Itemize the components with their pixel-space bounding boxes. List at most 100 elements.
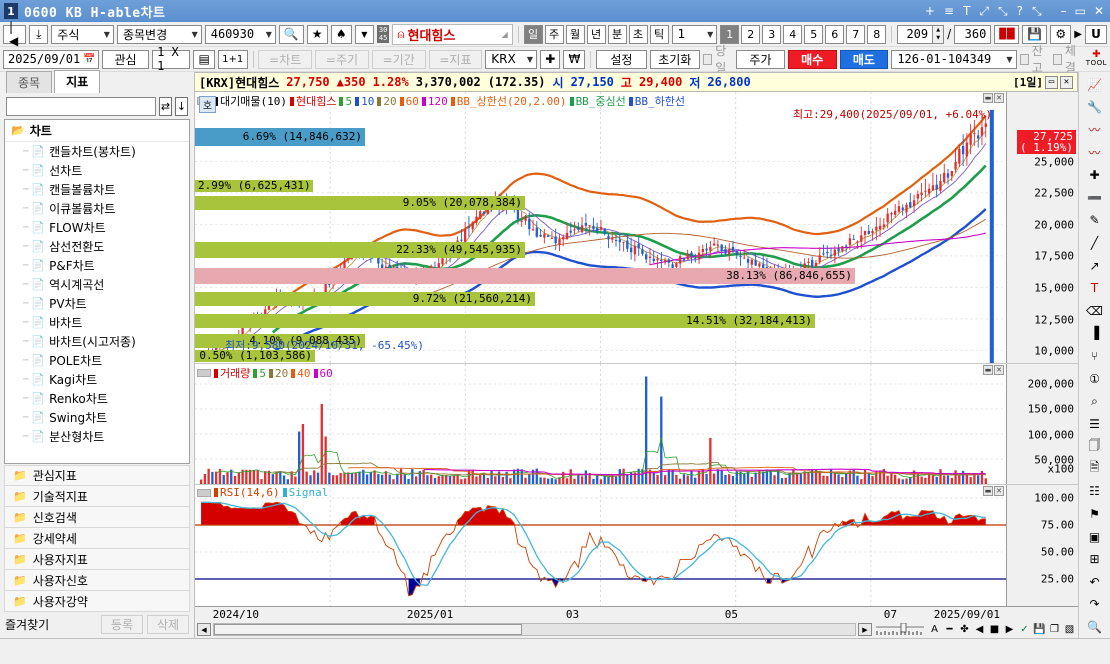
- nav-top-button[interactable]: ⤓: [29, 24, 49, 44]
- zoom-1-icon[interactable]: ⌕: [1091, 393, 1098, 408]
- circle-1-icon[interactable]: ①: [1089, 371, 1100, 386]
- magnifier-icon[interactable]: 🔍: [1087, 620, 1102, 635]
- volume-plot[interactable]: [195, 364, 1006, 484]
- period-button-day[interactable]: 일: [523, 24, 543, 44]
- tool-button[interactable]: ✚ TOOL: [1086, 50, 1107, 68]
- currency-won-icon[interactable]: ₩: [563, 49, 586, 69]
- quick-number-2[interactable]: 2: [741, 24, 761, 44]
- doc-search-icon[interactable]: 🗍: [1088, 437, 1101, 452]
- expand-icon[interactable]: ⤢: [979, 3, 989, 18]
- close-button[interactable]: ✕: [1093, 4, 1104, 18]
- tick-count-select[interactable]: 1 ▼: [671, 24, 718, 44]
- tree-item[interactable]: ─ 📄 바차트(시고저종): [5, 332, 189, 351]
- period-button-week[interactable]: 주: [544, 24, 564, 44]
- date-input[interactable]: 2025/09/01 📅: [3, 49, 99, 69]
- tree-item[interactable]: ─ 📄 Renko차트: [5, 389, 189, 408]
- rsi-plot[interactable]: [195, 485, 1006, 606]
- search-icon[interactable]: 🔍: [278, 24, 304, 44]
- legend-handle[interactable]: [197, 488, 211, 497]
- maximize-button[interactable]: ▭: [1074, 4, 1086, 18]
- undo-icon[interactable]: ↶: [1089, 574, 1100, 589]
- save-icon[interactable]: 💾: [1022, 24, 1048, 44]
- chart-icon[interactable]: 📈: [1087, 77, 1102, 92]
- rsi-pane-close[interactable]: ✕: [994, 486, 1004, 496]
- tree-item[interactable]: ─ 📄 Kagi차트: [5, 370, 189, 389]
- eq-chart-button[interactable]: =차트: [258, 49, 313, 69]
- compare-icon[interactable]: ▉█: [994, 24, 1020, 44]
- category-item[interactable]: 📁 기술적지표: [4, 486, 190, 507]
- quick-number-3[interactable]: 3: [762, 24, 782, 44]
- category-item[interactable]: 📁 강세약세: [4, 528, 190, 549]
- regression-icon[interactable]: ↗: [1089, 258, 1100, 273]
- tree-item[interactable]: ─ 📄 삼선전환도: [5, 237, 189, 256]
- tree-root-chart[interactable]: 📂 차트: [5, 120, 189, 142]
- volume-pane-minimize[interactable]: ▬: [983, 365, 993, 375]
- chart-restore-button[interactable]: ▭: [1045, 75, 1058, 89]
- more-dropdown-icon[interactable]: ▼: [354, 24, 374, 44]
- today-checkbox[interactable]: 당일: [702, 42, 733, 76]
- tree-item[interactable]: ─ 📄 P&F차트: [5, 256, 189, 275]
- scrollbar-thumb[interactable]: [214, 624, 522, 635]
- minimize-button[interactable]: –: [1060, 4, 1067, 18]
- bottom-icon[interactable]: ▶: [1005, 624, 1014, 635]
- quick-number-5[interactable]: 5: [804, 24, 824, 44]
- crosshair-icon[interactable]: ✚: [540, 49, 561, 69]
- tree-item[interactable]: ─ 📄 바차트: [5, 313, 189, 332]
- category-item[interactable]: 📁 사용자강약: [4, 591, 190, 612]
- excel-icon[interactable]: ✓: [1020, 624, 1029, 635]
- eq-index-button[interactable]: =지표: [428, 49, 483, 69]
- market-select[interactable]: KRX ▼: [485, 49, 538, 69]
- bottom-icon[interactable]: ━: [946, 624, 953, 635]
- balance-checkbox[interactable]: 잔고: [1019, 42, 1050, 76]
- tree-item[interactable]: ─ 📄 이큐볼륨차트: [5, 199, 189, 218]
- download-icon[interactable]: ↓: [175, 97, 188, 116]
- volume-pane[interactable]: 거래량 5 20 40 60 ▬ ✕ 200,000 150,000 100,000 50,0…: [195, 364, 1078, 485]
- refresh-icon[interactable]: ⇄: [159, 97, 172, 116]
- copy-icon[interactable]: ❐: [1050, 624, 1059, 635]
- tree-item[interactable]: ─ 📄 FLOW차트: [5, 218, 189, 237]
- quick-number-1[interactable]: 1: [720, 24, 740, 44]
- fork-icon[interactable]: ⑂: [1090, 348, 1099, 363]
- period-button-year[interactable]: 년: [586, 24, 606, 44]
- category-item[interactable]: 📁 관심지표: [4, 465, 190, 486]
- period-button-tick[interactable]: 틱: [649, 24, 669, 44]
- settings-button[interactable]: 설정: [596, 49, 647, 69]
- erase-all-icon[interactable]: ⌫: [1086, 303, 1103, 318]
- pointer-list-icon[interactable]: ☰: [1089, 416, 1100, 431]
- collapse-icon[interactable]: ⤡: [998, 3, 1008, 18]
- reset-button[interactable]: 초기화: [649, 49, 700, 69]
- volume-y-axis[interactable]: 200,000 150,000 100,000 50,000 x100: [1006, 364, 1078, 484]
- candle-compare-icon[interactable]: ▐: [1089, 326, 1100, 341]
- horizontal-scrollbar[interactable]: [213, 623, 856, 636]
- help-icon[interactable]: ?: [1016, 4, 1023, 18]
- market-type-select[interactable]: 주식 ▼: [51, 24, 114, 44]
- rsi-y-axis[interactable]: 100.00 75.00 50.00 25.00: [1006, 485, 1078, 606]
- volume-pane-close[interactable]: ✕: [994, 365, 1004, 375]
- doc-chart-icon[interactable]: 🗎: [1089, 460, 1100, 475]
- quick-number-4[interactable]: 4: [783, 24, 803, 44]
- zoom-slider[interactable]: [874, 622, 926, 636]
- category-item[interactable]: 📁 사용자신호: [4, 570, 190, 591]
- bar-count-spinner[interactable]: ▲ ▼: [933, 24, 945, 44]
- grid-export-icon[interactable]: ⊞: [1089, 552, 1100, 567]
- bar-count-stepper[interactable]: 209 ▲ ▼: [897, 24, 945, 44]
- dom-icon[interactable]: ☷: [1089, 484, 1100, 499]
- tree-item[interactable]: ─ 📄 역시계곡선: [5, 275, 189, 294]
- rsi-pane-minimize[interactable]: ▬: [983, 486, 993, 496]
- tree-item[interactable]: ─ 📄 캔들볼륨차트: [5, 180, 189, 199]
- plus-icon[interactable]: +: [924, 4, 935, 18]
- nav-first-button[interactable]: |◀: [3, 20, 27, 48]
- spade-icon[interactable]: ♠: [330, 24, 352, 44]
- tree-item[interactable]: ─ 📄 POLE차트: [5, 351, 189, 370]
- line-edit-icon[interactable]: ✎: [1089, 213, 1100, 228]
- tree-item[interactable]: ─ 📄 캔들차트(봉차트): [5, 142, 189, 161]
- window-icon[interactable]: ▣: [1088, 529, 1101, 544]
- eq-period-button[interactable]: =기간: [371, 49, 426, 69]
- period-button-second[interactable]: 초: [628, 24, 648, 44]
- flag-wave-icon[interactable]: ⚑: [1089, 507, 1100, 522]
- redo-icon[interactable]: ↷: [1089, 597, 1100, 612]
- rsi-pane[interactable]: RSI(14,6) Signal ▬ ✕ 100.00 75.00 50.00 25.0…: [195, 485, 1078, 606]
- tree-item[interactable]: ─ 📄 PV차트: [5, 294, 189, 313]
- price-pane[interactable]: 대기매물(10) 현대힘스 5 10 20 60 120 BB_상한선(20,2.00) BB_…: [195, 92, 1078, 364]
- category-item[interactable]: 📁 신호검색: [4, 507, 190, 528]
